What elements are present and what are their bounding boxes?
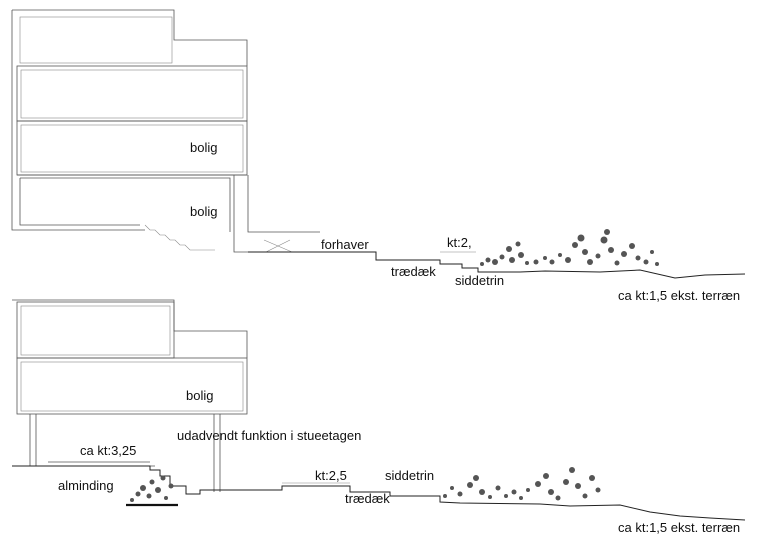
- label-level-commons: ca kt:3,25: [80, 443, 136, 458]
- ground-profile-top: [248, 251, 746, 279]
- section-bottom: bolig udadvendt funktion i stueetagen ca…: [12, 299, 746, 535]
- label-bolig-bottom: bolig: [186, 388, 213, 403]
- section-top: bolig bolig forhaver kt:2, trædæk siddet…: [11, 9, 746, 303]
- label-bolig-upper: bolig: [190, 140, 217, 155]
- label-forhaver: forhaver: [321, 237, 369, 252]
- label-terrain-top: ca kt:1,5 ekst. terræn: [618, 288, 740, 303]
- label-level-deck-bottom: kt:2,5: [315, 468, 347, 483]
- label-level-deck-top: kt:2,: [447, 235, 472, 250]
- label-traedaek-bottom: trædæk: [345, 491, 390, 506]
- vegetation-top: [480, 229, 659, 266]
- label-traedaek-top: trædæk: [391, 264, 436, 279]
- label-siddetrin-top: siddetrin: [455, 273, 504, 288]
- vegetation-bottom-left: [130, 475, 174, 502]
- label-ground-floor-function: udadvendt funktion i stueetagen: [177, 428, 361, 443]
- building-top: [11, 9, 320, 253]
- building-bottom: [12, 299, 248, 492]
- label-terrain-bottom: ca kt:1,5 ekst. terræn: [618, 520, 740, 535]
- vegetation-bottom-right: [443, 467, 601, 501]
- label-alminding: alminding: [58, 478, 114, 493]
- label-siddetrin-bottom: siddetrin: [385, 468, 434, 483]
- label-bolig-lower: bolig: [190, 204, 217, 219]
